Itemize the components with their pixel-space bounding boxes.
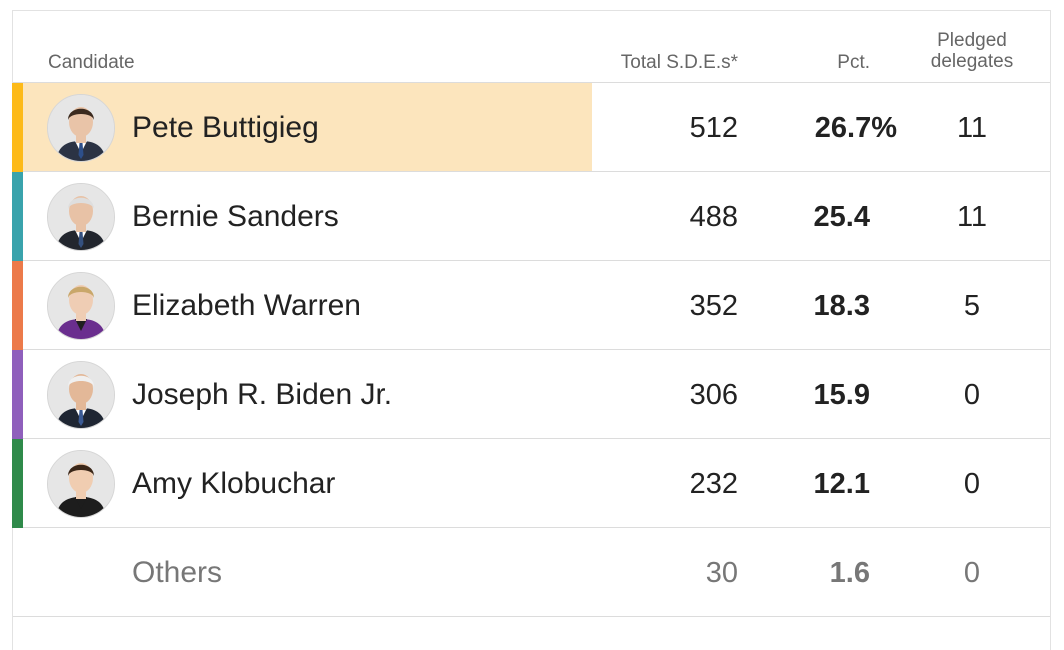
candidate-color-bar bbox=[12, 172, 23, 261]
table-row: Joseph R. Biden Jr. 306 15.9 0 bbox=[12, 350, 1050, 439]
warren-avatar bbox=[47, 272, 115, 340]
table-row: Amy Klobuchar 232 12.1 0 bbox=[12, 439, 1050, 528]
candidate-color-bar bbox=[12, 261, 23, 350]
candidate-name: Bernie Sanders bbox=[132, 200, 339, 233]
avatar-neck bbox=[76, 400, 86, 410]
avatar-neck bbox=[76, 133, 86, 143]
table-row: Pete Buttigieg 512 26.7% 11 bbox=[12, 83, 1050, 172]
pct-value: 15.9 bbox=[813, 379, 870, 411]
delegates-value: 0 bbox=[963, 557, 981, 589]
avatar-hair bbox=[68, 286, 94, 298]
sanders-avatar bbox=[47, 183, 115, 251]
pct-value: 18.3 bbox=[813, 290, 870, 322]
avatar-tie bbox=[78, 232, 84, 248]
table-header: Candidate Total S.D.E.s* Pct. Pledged de… bbox=[13, 11, 1050, 83]
header-sdes: Total S.D.E.s* bbox=[620, 52, 738, 73]
leader-highlight bbox=[23, 83, 592, 171]
table-row: Elizabeth Warren 352 18.3 5 bbox=[12, 261, 1050, 350]
pct-value: 1.6 bbox=[829, 557, 870, 589]
avatar-tie bbox=[78, 410, 84, 426]
candidate-name: Elizabeth Warren bbox=[132, 289, 361, 322]
sdes-value: 30 bbox=[705, 557, 738, 589]
biden-avatar bbox=[47, 361, 115, 429]
sdes-value: 306 bbox=[689, 379, 738, 411]
buttigieg-avatar bbox=[47, 94, 115, 162]
candidate-name: Amy Klobuchar bbox=[132, 467, 336, 500]
pct-value: 26.7% bbox=[814, 112, 897, 144]
header-pledged-line1: Pledged bbox=[937, 30, 1007, 51]
candidate-color-bar bbox=[12, 350, 23, 439]
header-pledged-line2: delegates bbox=[930, 51, 1014, 72]
pct-value: 12.1 bbox=[813, 468, 870, 500]
pct-value: 25.4 bbox=[813, 201, 870, 233]
avatar-neck bbox=[76, 222, 86, 232]
delegates-value: 5 bbox=[963, 290, 981, 322]
table-body: Pete Buttigieg 512 26.7% 11 Bernie Sanders 48… bbox=[12, 83, 1050, 617]
results-table: Candidate Total S.D.E.s* Pct. Pledged de… bbox=[12, 10, 1051, 650]
avatar-collar bbox=[75, 497, 87, 509]
table-row: Bernie Sanders 488 25.4 11 bbox=[12, 172, 1050, 261]
header-pledged-delegates: Pledged delegates bbox=[917, 30, 1027, 72]
avatar-collar bbox=[75, 319, 87, 331]
sdes-value: 232 bbox=[689, 468, 738, 500]
avatar-hair bbox=[68, 464, 94, 476]
sdes-value: 352 bbox=[689, 290, 738, 322]
delegates-value: 11 bbox=[956, 201, 988, 233]
header-candidate: Candidate bbox=[48, 52, 135, 73]
avatar-neck bbox=[76, 311, 86, 321]
avatar-neck bbox=[76, 489, 86, 499]
sdes-value: 512 bbox=[689, 112, 738, 144]
candidate-name: Pete Buttigieg bbox=[132, 111, 319, 144]
candidate-name: Others bbox=[132, 556, 223, 589]
avatar-hair bbox=[68, 375, 94, 387]
delegates-value: 0 bbox=[963, 379, 981, 411]
klobuchar-avatar bbox=[47, 450, 115, 518]
candidate-color-bar bbox=[12, 439, 23, 528]
table-row: Others 30 1.6 0 bbox=[13, 528, 1050, 617]
sdes-value: 488 bbox=[689, 201, 738, 233]
avatar-tie bbox=[78, 143, 84, 159]
candidate-name: Joseph R. Biden Jr. bbox=[132, 378, 393, 411]
candidate-color-bar bbox=[12, 83, 23, 172]
avatar-hair bbox=[68, 108, 94, 120]
delegates-value: 11 bbox=[956, 112, 988, 144]
delegates-value: 0 bbox=[963, 468, 981, 500]
avatar-hair bbox=[68, 197, 94, 209]
header-pct: Pct. bbox=[837, 52, 870, 73]
